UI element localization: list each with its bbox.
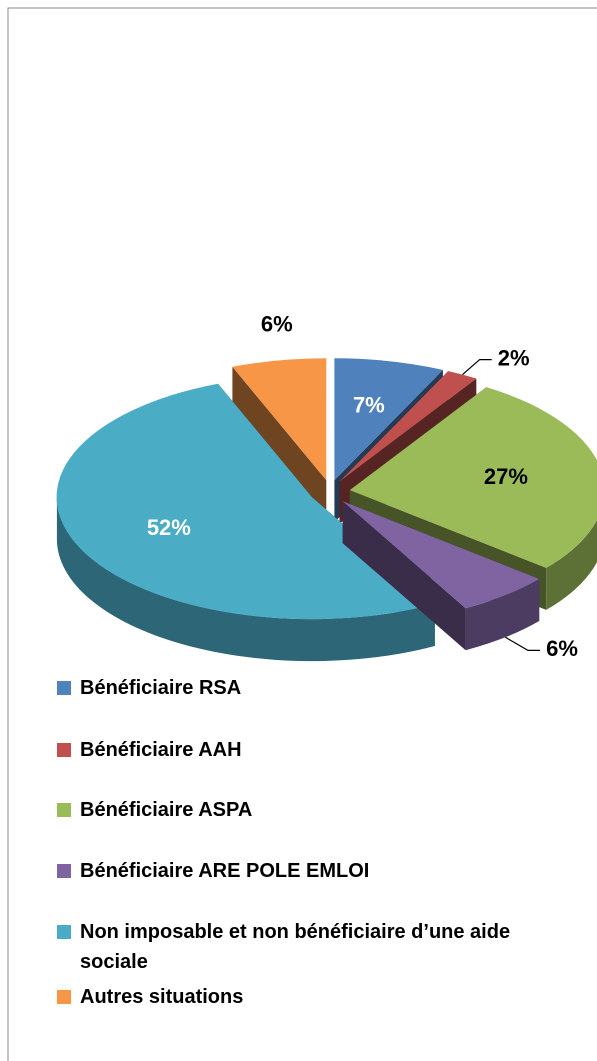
legend-item: Autres situations [57, 982, 577, 1012]
slice [232, 358, 327, 481]
slice [334, 358, 443, 481]
slice-wall [232, 366, 327, 523]
slice-wall [342, 501, 466, 651]
legend-item: Bénéficiaire ARE POLE EMLOI [57, 856, 577, 886]
frame [7, 7, 597, 1061]
legend-swatch [57, 743, 71, 757]
legend-label: Bénéficiaire AAH [80, 739, 242, 761]
data-label: 2% [498, 345, 530, 370]
legend-swatch [57, 681, 71, 695]
data-label: 27% [484, 464, 528, 489]
slice [56, 383, 435, 620]
legend-item: Bénéficiaire AAH [57, 735, 577, 765]
slice [342, 501, 540, 609]
data-label: 52% [147, 515, 191, 540]
leader-line [504, 636, 540, 651]
legend-swatch [57, 990, 71, 1004]
data-label: 6% [546, 636, 578, 661]
legend-label: Non imposable et non bénéficiaire d’une … [80, 921, 511, 973]
leader-line [462, 359, 492, 376]
legend-label: Bénéficiaire RSA [80, 677, 242, 699]
legend-swatch [57, 864, 71, 878]
data-label: 7% [353, 392, 385, 417]
legend-swatch [57, 803, 71, 817]
slice [349, 387, 597, 568]
slice [339, 371, 477, 482]
data-label: 6% [261, 311, 293, 336]
legend-item: Bénéficiaire ASPA [57, 795, 577, 825]
legend-label: Bénéficiaire ARE POLE EMLOI [80, 860, 370, 882]
legend-item: Bénéficiaire RSA [57, 673, 577, 703]
legend-item: Non imposable et non bénéficiaire d’une … [57, 917, 577, 977]
slice-side [56, 497, 435, 662]
slice-side [546, 520, 597, 610]
legend-label: Autres situations [80, 986, 244, 1008]
legend-label: Bénéficiaire ASPA [80, 799, 253, 821]
legend-swatch [57, 925, 71, 939]
slice-side [465, 579, 540, 651]
